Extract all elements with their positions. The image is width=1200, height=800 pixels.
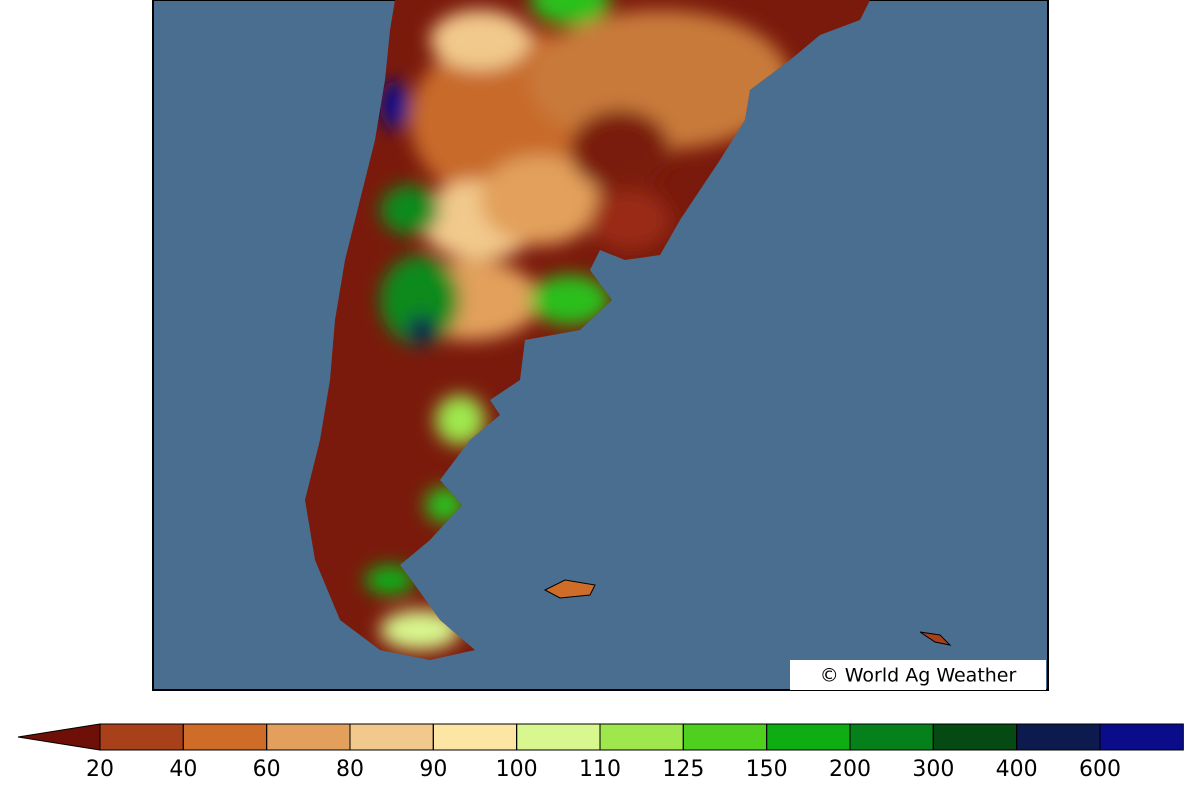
credit: © World Ag Weather (820, 665, 1017, 687)
tick-label: 20 (86, 757, 114, 782)
tick-label: 100 (496, 757, 538, 782)
tick-label: 110 (579, 757, 621, 782)
color-bin (1016, 723, 1101, 751)
tick-label: 125 (662, 757, 704, 782)
tick-label: 400 (996, 757, 1038, 782)
tick-label: 40 (169, 757, 197, 782)
color-bin (182, 723, 268, 751)
tick-label: 300 (912, 757, 954, 782)
falkland-islands (543, 579, 596, 599)
credit-box (790, 660, 1046, 690)
tick-label: 80 (336, 757, 364, 782)
tick-label: 60 (253, 757, 281, 782)
island (919, 631, 952, 646)
color-bin (849, 723, 934, 751)
color-bin (349, 723, 434, 751)
color-bin (1099, 723, 1184, 751)
tick-label: 150 (746, 757, 788, 782)
tick-label: 200 (829, 757, 871, 782)
color-bin (932, 723, 1018, 751)
color-bin (266, 723, 351, 751)
color-bin (432, 723, 518, 751)
color-bin (99, 723, 184, 751)
color-bin (599, 723, 684, 751)
tick-label: 600 (1079, 757, 1121, 782)
tick-label: 90 (419, 757, 447, 782)
colorbar: 20 40 60 80 90 100 110 125 150 200 300 400 600 (17, 723, 1184, 782)
color-bin (516, 723, 601, 751)
color-bin (682, 723, 768, 751)
color-bin (766, 723, 851, 751)
under-arrow (17, 723, 101, 751)
